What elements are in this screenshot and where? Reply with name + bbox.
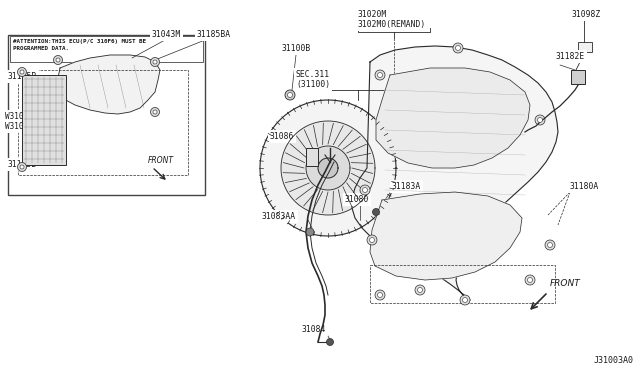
Text: SEC.311
(31100): SEC.311 (31100)	[296, 70, 330, 89]
Text: 31084: 31084	[302, 325, 326, 334]
Circle shape	[367, 235, 377, 245]
Circle shape	[545, 240, 555, 250]
Text: 31180A: 31180A	[570, 182, 599, 191]
Text: W310F6
W31039: W310F6 W31039	[5, 112, 33, 131]
Circle shape	[372, 208, 380, 215]
Circle shape	[17, 67, 26, 77]
Circle shape	[306, 228, 314, 236]
Circle shape	[456, 45, 461, 51]
Circle shape	[547, 243, 552, 247]
Polygon shape	[352, 46, 558, 300]
Circle shape	[20, 165, 24, 169]
Circle shape	[453, 43, 463, 53]
Circle shape	[417, 288, 422, 292]
Circle shape	[527, 278, 532, 282]
Text: #ATTENTION:THIS ECU(P/C 310F6) MUST BE
PROGRAMMED DATA.: #ATTENTION:THIS ECU(P/C 310F6) MUST BE P…	[13, 39, 146, 51]
Text: 31185BA: 31185BA	[197, 30, 231, 39]
Text: 31043M: 31043M	[152, 30, 181, 39]
Text: 31100B: 31100B	[282, 44, 311, 53]
Circle shape	[538, 118, 543, 122]
Text: 31098Z: 31098Z	[572, 10, 601, 19]
Polygon shape	[318, 158, 338, 178]
Circle shape	[153, 110, 157, 114]
Bar	[22, 75, 66, 165]
Bar	[18, 70, 188, 175]
Text: J31003A0: J31003A0	[594, 356, 634, 365]
Bar	[10, 36, 203, 62]
Circle shape	[415, 285, 425, 295]
Circle shape	[360, 185, 370, 195]
Bar	[8, 35, 205, 195]
Text: 31083AA: 31083AA	[262, 212, 296, 221]
Bar	[306, 148, 318, 166]
Circle shape	[463, 298, 467, 302]
Text: 31080: 31080	[345, 195, 369, 204]
Circle shape	[150, 58, 159, 67]
Circle shape	[378, 73, 383, 77]
Text: 31183A: 31183A	[392, 182, 421, 191]
Text: 31182E: 31182E	[556, 52, 585, 61]
Circle shape	[150, 108, 159, 116]
Polygon shape	[58, 55, 160, 114]
Circle shape	[362, 187, 367, 192]
Text: 31086: 31086	[270, 132, 294, 141]
Circle shape	[17, 163, 26, 171]
Circle shape	[369, 237, 374, 243]
Polygon shape	[376, 68, 530, 168]
Bar	[578, 42, 592, 52]
Circle shape	[326, 339, 333, 346]
Text: FRONT: FRONT	[550, 279, 580, 288]
Bar	[370, 265, 555, 303]
Circle shape	[153, 60, 157, 64]
Circle shape	[525, 275, 535, 285]
Circle shape	[285, 90, 295, 100]
Bar	[571, 70, 585, 84]
Text: 31105B: 31105B	[8, 160, 37, 169]
Circle shape	[375, 70, 385, 80]
Circle shape	[535, 115, 545, 125]
Circle shape	[54, 55, 63, 64]
Text: 31105B: 31105B	[8, 72, 37, 81]
Polygon shape	[370, 192, 522, 280]
Circle shape	[287, 93, 292, 97]
Polygon shape	[260, 100, 396, 236]
Text: 31020M
3102M0(REMAND): 31020M 3102M0(REMAND)	[358, 10, 426, 29]
Circle shape	[375, 290, 385, 300]
Polygon shape	[306, 146, 350, 190]
Circle shape	[378, 292, 383, 298]
Circle shape	[20, 70, 24, 74]
Polygon shape	[281, 121, 375, 215]
Circle shape	[460, 295, 470, 305]
Text: FRONT: FRONT	[148, 156, 174, 165]
Circle shape	[56, 58, 60, 62]
